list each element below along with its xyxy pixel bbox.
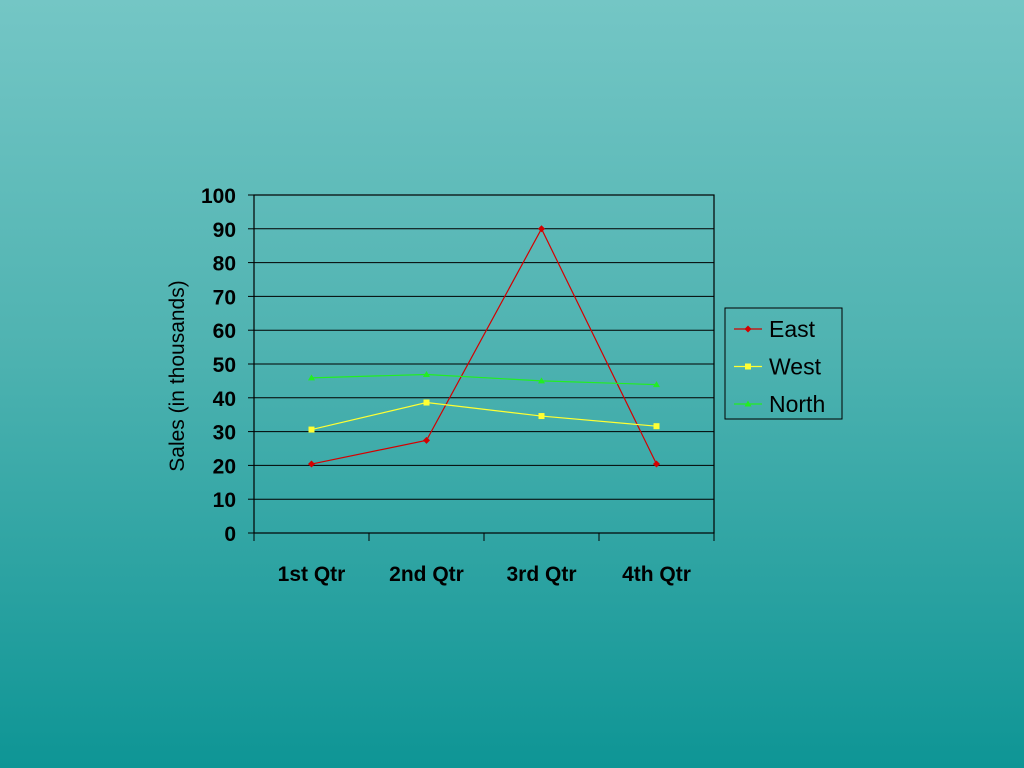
legend-marker-west (745, 363, 751, 370)
data-point-east (308, 460, 315, 468)
y-tick-label: 30 (213, 422, 236, 445)
series-line-north (311, 373, 657, 386)
data-point-north (423, 370, 430, 377)
series-north (308, 370, 660, 388)
x-tick-label: 1st Qtr (278, 563, 346, 586)
y-tick-label: 20 (213, 455, 236, 478)
legend: East West North (724, 307, 843, 420)
data-point-west (423, 399, 430, 406)
x-tick-label: 3rd Qtr (506, 563, 576, 586)
series-line-east (311, 227, 658, 465)
y-tick-label: 50 (213, 354, 236, 377)
y-tick-label: 80 (213, 253, 236, 276)
x-tick-label: 2nd Qtr (389, 563, 464, 586)
data-point-west (538, 413, 545, 420)
legend-label-west: West (769, 354, 822, 380)
y-tick-label: 60 (213, 320, 236, 343)
legend-marker-north (744, 400, 752, 407)
data-point-east (653, 460, 660, 468)
data-point-north (538, 377, 545, 384)
y-tick-label: 70 (213, 286, 236, 309)
series-west (308, 399, 660, 433)
y-tick-label: 0 (224, 523, 236, 546)
y-tick-label: 40 (213, 388, 236, 411)
data-point-north (308, 374, 315, 381)
gridlines (254, 194, 714, 534)
series-line-west (311, 401, 657, 431)
x-axis-ticks: 1st Qtr 2nd Qtr 3rd Qtr 4th Qtr (253, 533, 715, 586)
y-axis-title: Sales (in thousands) (166, 280, 189, 471)
legend-label-north: North (769, 391, 825, 417)
data-point-east (538, 225, 545, 233)
legend-item-east: East (734, 316, 816, 342)
legend-label-east: East (769, 316, 816, 342)
y-tick-label: 90 (213, 219, 236, 242)
legend-item-west: West (734, 354, 822, 380)
y-axis-ticks: 0 10 20 30 40 50 60 70 80 90 100 (201, 185, 254, 546)
data-point-east (423, 436, 430, 444)
series-east (308, 225, 660, 468)
legend-item-north: North (734, 391, 825, 417)
x-tick-label: 4th Qtr (622, 563, 691, 586)
y-tick-label: 100 (201, 185, 236, 208)
data-point-west (308, 426, 315, 433)
data-point-west (653, 423, 660, 430)
y-tick-label: 10 (213, 489, 236, 512)
data-point-north (653, 381, 660, 388)
plot-area (253, 194, 715, 534)
legend-marker-east (744, 325, 752, 333)
legend-box (724, 307, 843, 420)
series-layer (308, 225, 660, 468)
